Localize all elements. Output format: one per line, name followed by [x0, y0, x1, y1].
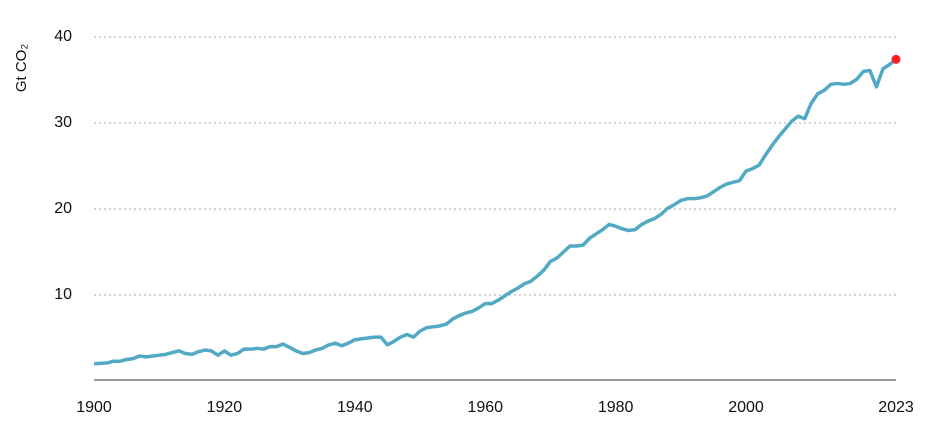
x-tick-label: 2023: [878, 399, 914, 416]
end-marker: [891, 54, 901, 64]
x-tick-label: 1960: [467, 399, 503, 416]
y-tick-label: 40: [54, 28, 72, 45]
x-tick-label: 1940: [337, 399, 373, 416]
x-tick-label: 1900: [76, 399, 112, 416]
x-tick-label: 1980: [598, 399, 634, 416]
x-tick-label: 2000: [728, 399, 764, 416]
data-line: [93, 57, 898, 366]
y-tick-label: 10: [54, 286, 72, 303]
y-tick-label: 30: [54, 114, 72, 131]
y-axis-label: Gt CO₂: [13, 44, 30, 93]
x-tick-label: 1920: [207, 399, 243, 416]
y-tick-label: 20: [54, 200, 72, 217]
